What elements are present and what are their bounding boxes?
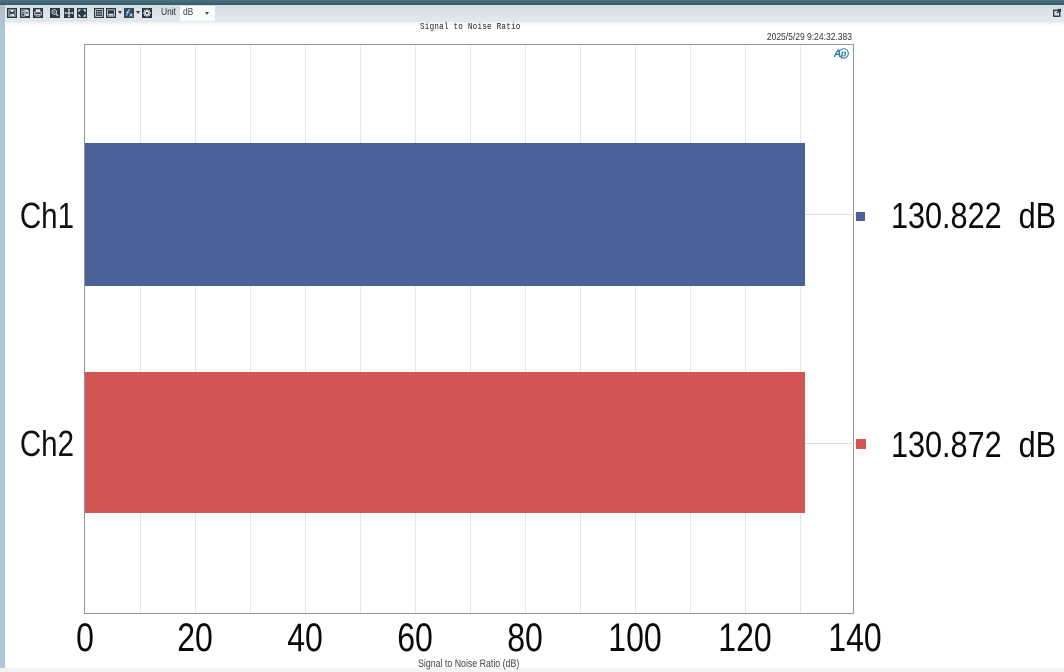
svg-text:p: p [840,48,847,58]
svg-text:A: A [834,47,842,59]
